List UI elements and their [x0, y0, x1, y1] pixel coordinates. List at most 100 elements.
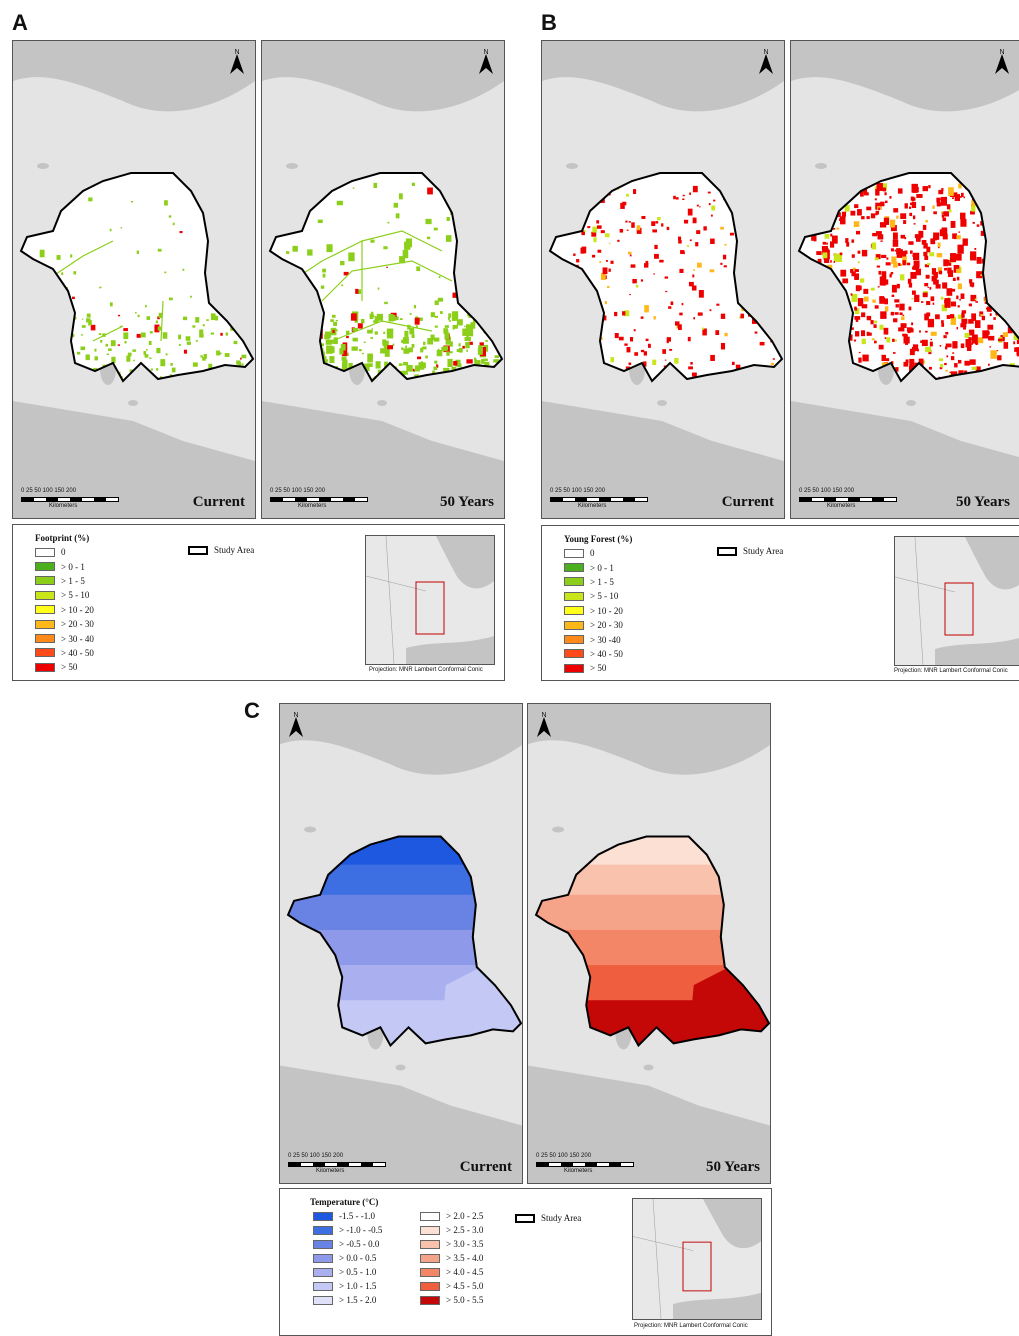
- map-patch: [179, 230, 183, 234]
- map-patch: [56, 255, 61, 260]
- map-patch: [987, 363, 990, 366]
- map-patch: [938, 270, 943, 275]
- map-patch: [640, 279, 644, 282]
- map-patch: [178, 343, 181, 346]
- lake: [377, 400, 387, 406]
- map-patch: [367, 329, 373, 334]
- legend-item: > 5.0 - 5.5: [420, 1293, 483, 1307]
- map-patch: [653, 316, 656, 320]
- map-patch: [81, 318, 84, 320]
- map-patch: [720, 226, 724, 230]
- map-patch: [427, 338, 434, 345]
- north-arrow-icon: N: [994, 49, 1010, 79]
- legend-item: > -0.5 - 0.0: [313, 1237, 382, 1251]
- map-patch: [464, 325, 466, 328]
- map-patch: [740, 313, 744, 319]
- map-patch: [870, 320, 874, 325]
- map-patch: [654, 244, 658, 250]
- map-patch: [1002, 332, 1008, 337]
- map-patch: [592, 226, 597, 233]
- map-patch: [881, 183, 887, 191]
- study-area-swatch: [515, 1213, 535, 1223]
- map-patch: [407, 324, 411, 330]
- map-patch: [922, 292, 928, 298]
- map-patch: [932, 302, 935, 305]
- map-patch: [628, 362, 632, 366]
- map-patch: [707, 191, 711, 194]
- legend-item: > 40 - 50: [564, 647, 623, 661]
- map-patch: [909, 250, 913, 254]
- map-patch: [433, 227, 438, 231]
- map-patch: [673, 195, 676, 200]
- map-patch: [441, 346, 447, 352]
- map-patch: [884, 200, 888, 204]
- map-patch: [398, 363, 403, 366]
- legend-swatch: [35, 634, 55, 644]
- map-patch: [961, 318, 968, 324]
- map-patch: [415, 325, 418, 329]
- map-patch: [80, 346, 86, 351]
- legend-label: > 5 - 10: [61, 590, 90, 601]
- map-patch: [383, 345, 389, 352]
- map-patch: [913, 197, 916, 201]
- map-patch: [974, 247, 977, 250]
- map-patch: [423, 341, 426, 346]
- map-patch: [383, 246, 388, 250]
- map-patch: [620, 202, 625, 209]
- map-patch: [608, 242, 611, 244]
- map-patch: [724, 332, 728, 337]
- map-patch: [425, 355, 428, 359]
- legend-swatch: [313, 1225, 333, 1235]
- scale-ticks: 0 25 50 100 150 200: [270, 488, 326, 494]
- map-patch: [927, 286, 929, 288]
- map-patch: [955, 253, 962, 261]
- map-patch: [348, 362, 353, 370]
- legend-label: > 1 - 5: [590, 576, 614, 587]
- map-patch: [854, 308, 860, 314]
- map-patch: [933, 211, 937, 215]
- map-patch: [640, 316, 644, 319]
- map-patch: [143, 351, 147, 355]
- map-patch: [478, 345, 483, 352]
- map-patch: [878, 270, 882, 275]
- legend-item: > 0 - 1: [564, 560, 623, 574]
- legend-label: > 3.5 - 4.0: [446, 1253, 484, 1263]
- map-patch: [904, 203, 908, 209]
- map-patch: [975, 366, 981, 374]
- map-patch: [432, 370, 436, 375]
- map-patch: [652, 359, 657, 365]
- map-patch: [976, 224, 980, 227]
- map-patch: [971, 205, 976, 212]
- map-patch: [903, 361, 909, 367]
- map-patch: [438, 275, 441, 279]
- map-patch: [854, 269, 859, 273]
- map-patch: [233, 340, 238, 345]
- map-patch: [945, 343, 952, 348]
- map-patch: [940, 296, 944, 300]
- map-patch: [427, 187, 433, 195]
- map-patch: [906, 327, 913, 332]
- legend-swatch: [420, 1225, 440, 1235]
- map-patch: [331, 314, 336, 318]
- study-area-outline: [548, 172, 784, 383]
- north-label: N: [541, 712, 547, 719]
- legend-swatch: [35, 547, 55, 557]
- map-patch: [956, 327, 959, 330]
- map-patch: [715, 330, 720, 336]
- map-patch: [339, 348, 344, 355]
- map-patch: [980, 274, 983, 276]
- map-patch: [148, 340, 152, 346]
- map-patch: [905, 359, 909, 364]
- map-patch: [958, 183, 962, 189]
- map-patch: [322, 268, 326, 273]
- map-patch: [909, 358, 915, 367]
- map-patch: [917, 348, 919, 352]
- map-patch: [902, 260, 906, 266]
- map-patch: [941, 320, 944, 324]
- map-patch: [946, 315, 951, 319]
- map-caption: Current: [459, 1159, 512, 1175]
- map-patch: [711, 205, 716, 211]
- legend-item: > 20 - 30: [35, 617, 94, 631]
- map-patch: [681, 303, 684, 306]
- map-patch: [948, 187, 954, 196]
